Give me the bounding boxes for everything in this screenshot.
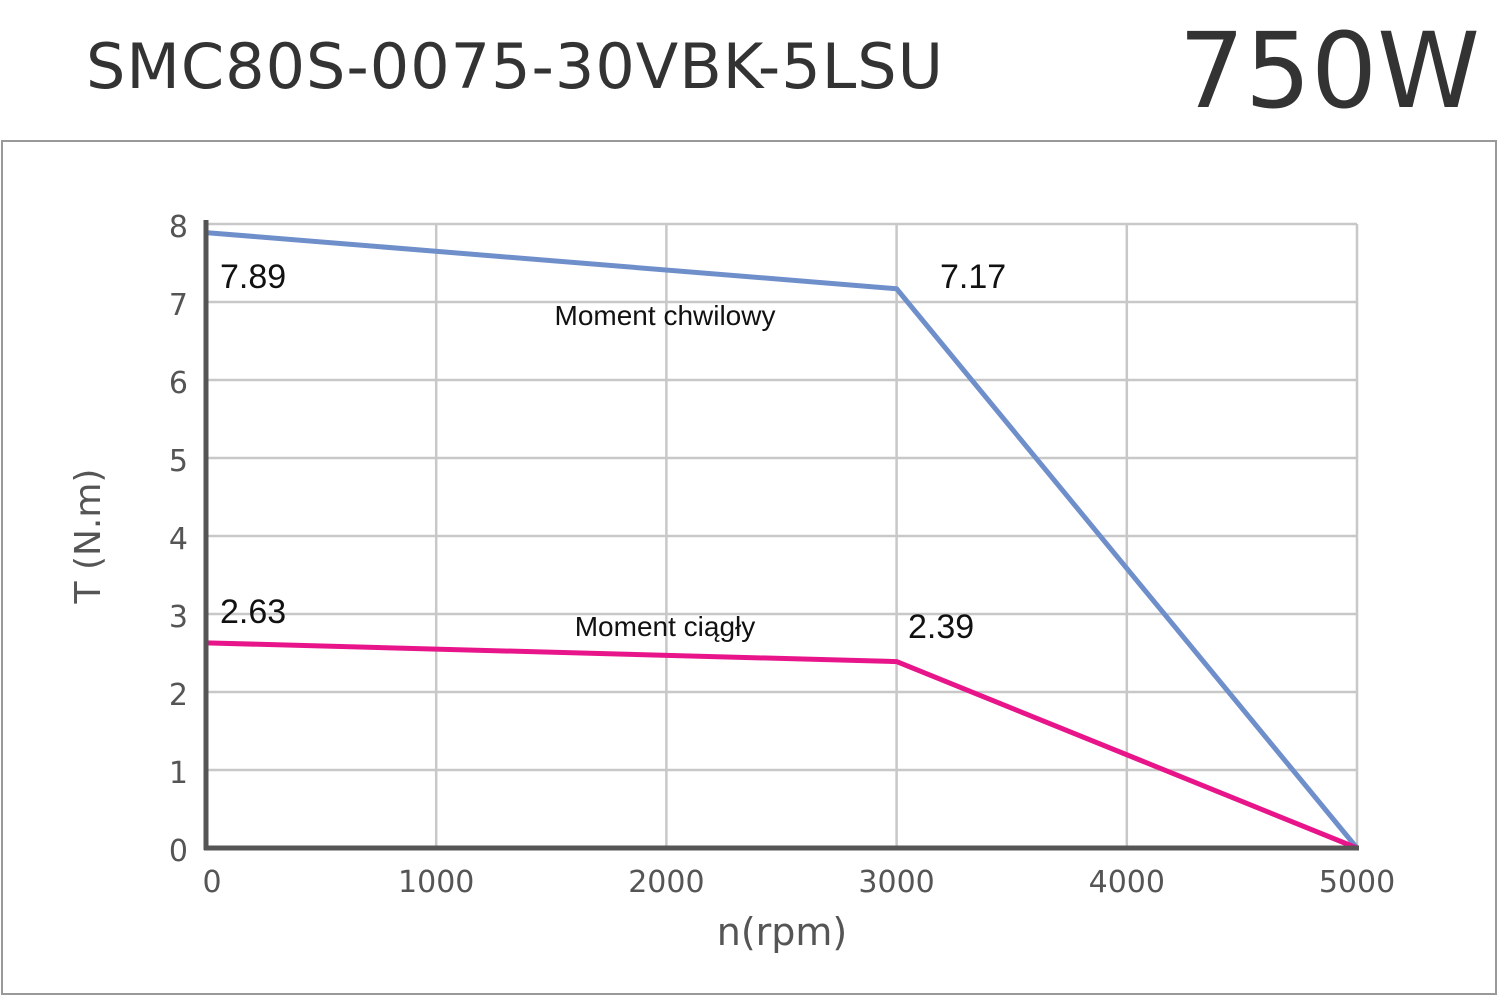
y-tick-label: 1: [169, 756, 188, 791]
model-title: SMC80S-0075-30VBK-5LSU: [86, 30, 945, 103]
y-tick-label: 5: [169, 444, 188, 479]
y-tick-label: 2: [169, 678, 188, 713]
series-layer: [205, 230, 1359, 851]
y-tick-label: 7: [169, 288, 188, 323]
x-tick-label: 3000: [858, 865, 934, 900]
y-tick-label: 3: [169, 600, 188, 635]
data-label: 7.17: [940, 258, 1006, 296]
series-line-continuous: [205, 640, 1358, 851]
axis-layer: 0 1000 2000 3000 4000 5000 0 1 2 3 4 5 6 7 8: [169, 210, 1395, 900]
label-layer: n(rpm) T (N.m) Moment chwilowy Moment ciągł…: [68, 258, 1006, 954]
x-tick-label: 2000: [628, 865, 704, 900]
data-label: 7.89: [220, 258, 286, 296]
x-tick-label: 5000: [1319, 865, 1395, 900]
series-line-peak: [205, 230, 1359, 850]
y-tick-label: 4: [169, 522, 188, 557]
x-tick-label: 4000: [1089, 865, 1165, 900]
x-tick-label: 1000: [398, 865, 474, 900]
data-label: 2.63: [220, 593, 286, 631]
data-label: 2.39: [908, 608, 974, 646]
grid-layer: [206, 222, 1359, 848]
y-tick-label: 6: [169, 366, 188, 401]
series-name-label: Moment chwilowy: [555, 300, 776, 331]
y-axis-title: T (N.m): [68, 469, 109, 605]
x-axis-title: n(rpm): [717, 910, 848, 954]
series-name-label: Moment ciągły: [575, 611, 756, 642]
power-title: 750W: [1178, 10, 1480, 132]
x-tick-label: 0: [202, 865, 221, 900]
y-tick-label: 8: [169, 210, 188, 245]
y-tick-label: 0: [169, 834, 188, 869]
chart-frame: [1, 140, 1497, 995]
